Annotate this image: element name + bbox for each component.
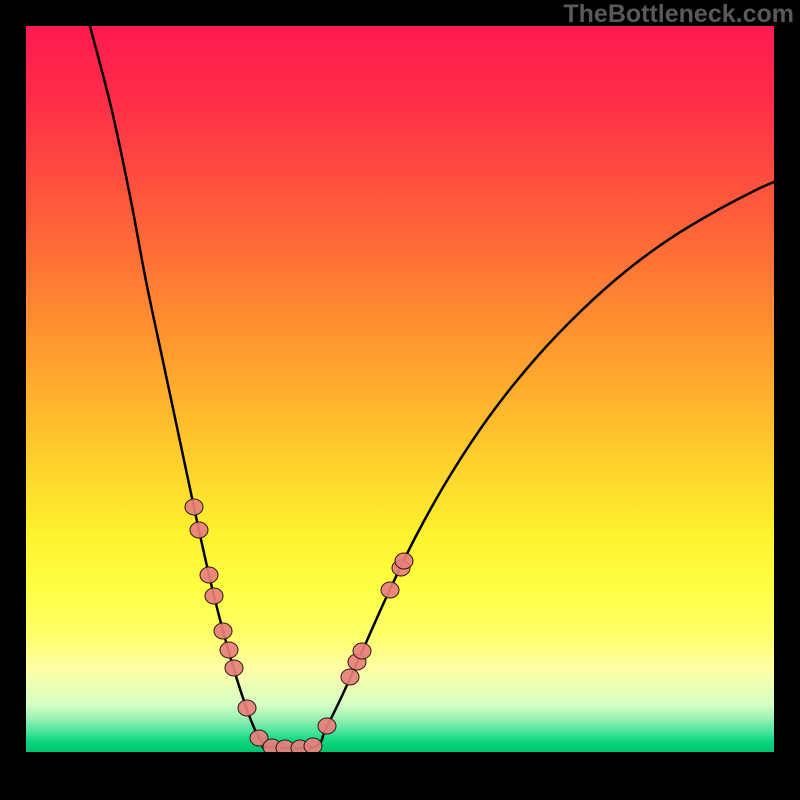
data-point-marker xyxy=(214,623,232,639)
data-point-marker xyxy=(318,718,336,734)
watermark-text: TheBottleneck.com xyxy=(563,0,794,29)
data-point-marker xyxy=(304,738,322,752)
data-point-marker xyxy=(200,567,218,583)
data-point-marker xyxy=(381,582,399,598)
gradient-background xyxy=(26,26,774,752)
data-point-marker xyxy=(238,700,256,716)
bottleneck-plot xyxy=(26,26,774,752)
data-point-marker xyxy=(341,669,359,685)
data-point-marker xyxy=(190,522,208,538)
data-point-marker xyxy=(225,660,243,676)
data-point-marker xyxy=(395,553,413,569)
data-point-marker xyxy=(185,499,203,515)
data-point-marker xyxy=(220,642,238,658)
plot-svg xyxy=(26,26,774,752)
data-point-marker xyxy=(353,643,371,659)
data-point-marker xyxy=(205,588,223,604)
